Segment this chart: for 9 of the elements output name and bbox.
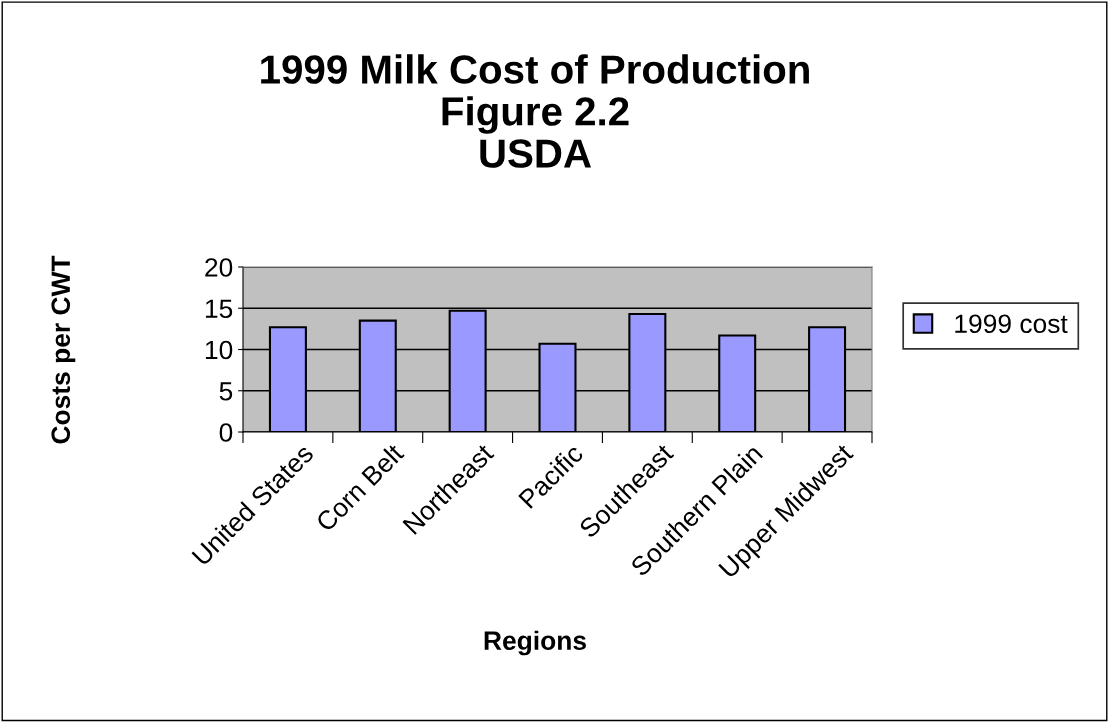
y-axis-title: Costs per CWT [51, 255, 76, 444]
y-tick-label: 10 [205, 340, 233, 360]
x-axis-title: Regions [484, 630, 586, 656]
y-tick-label: 0 [219, 423, 233, 442]
y-tick-label: 15 [205, 299, 233, 319]
chart-title: 1999 Milk Cost of Production Figure 2.2 USDA [261, 54, 809, 168]
y-tick-label: 20 [205, 258, 233, 277]
legend-label: 1999 cost [955, 314, 1068, 334]
y-tick-label: 5 [219, 382, 233, 401]
